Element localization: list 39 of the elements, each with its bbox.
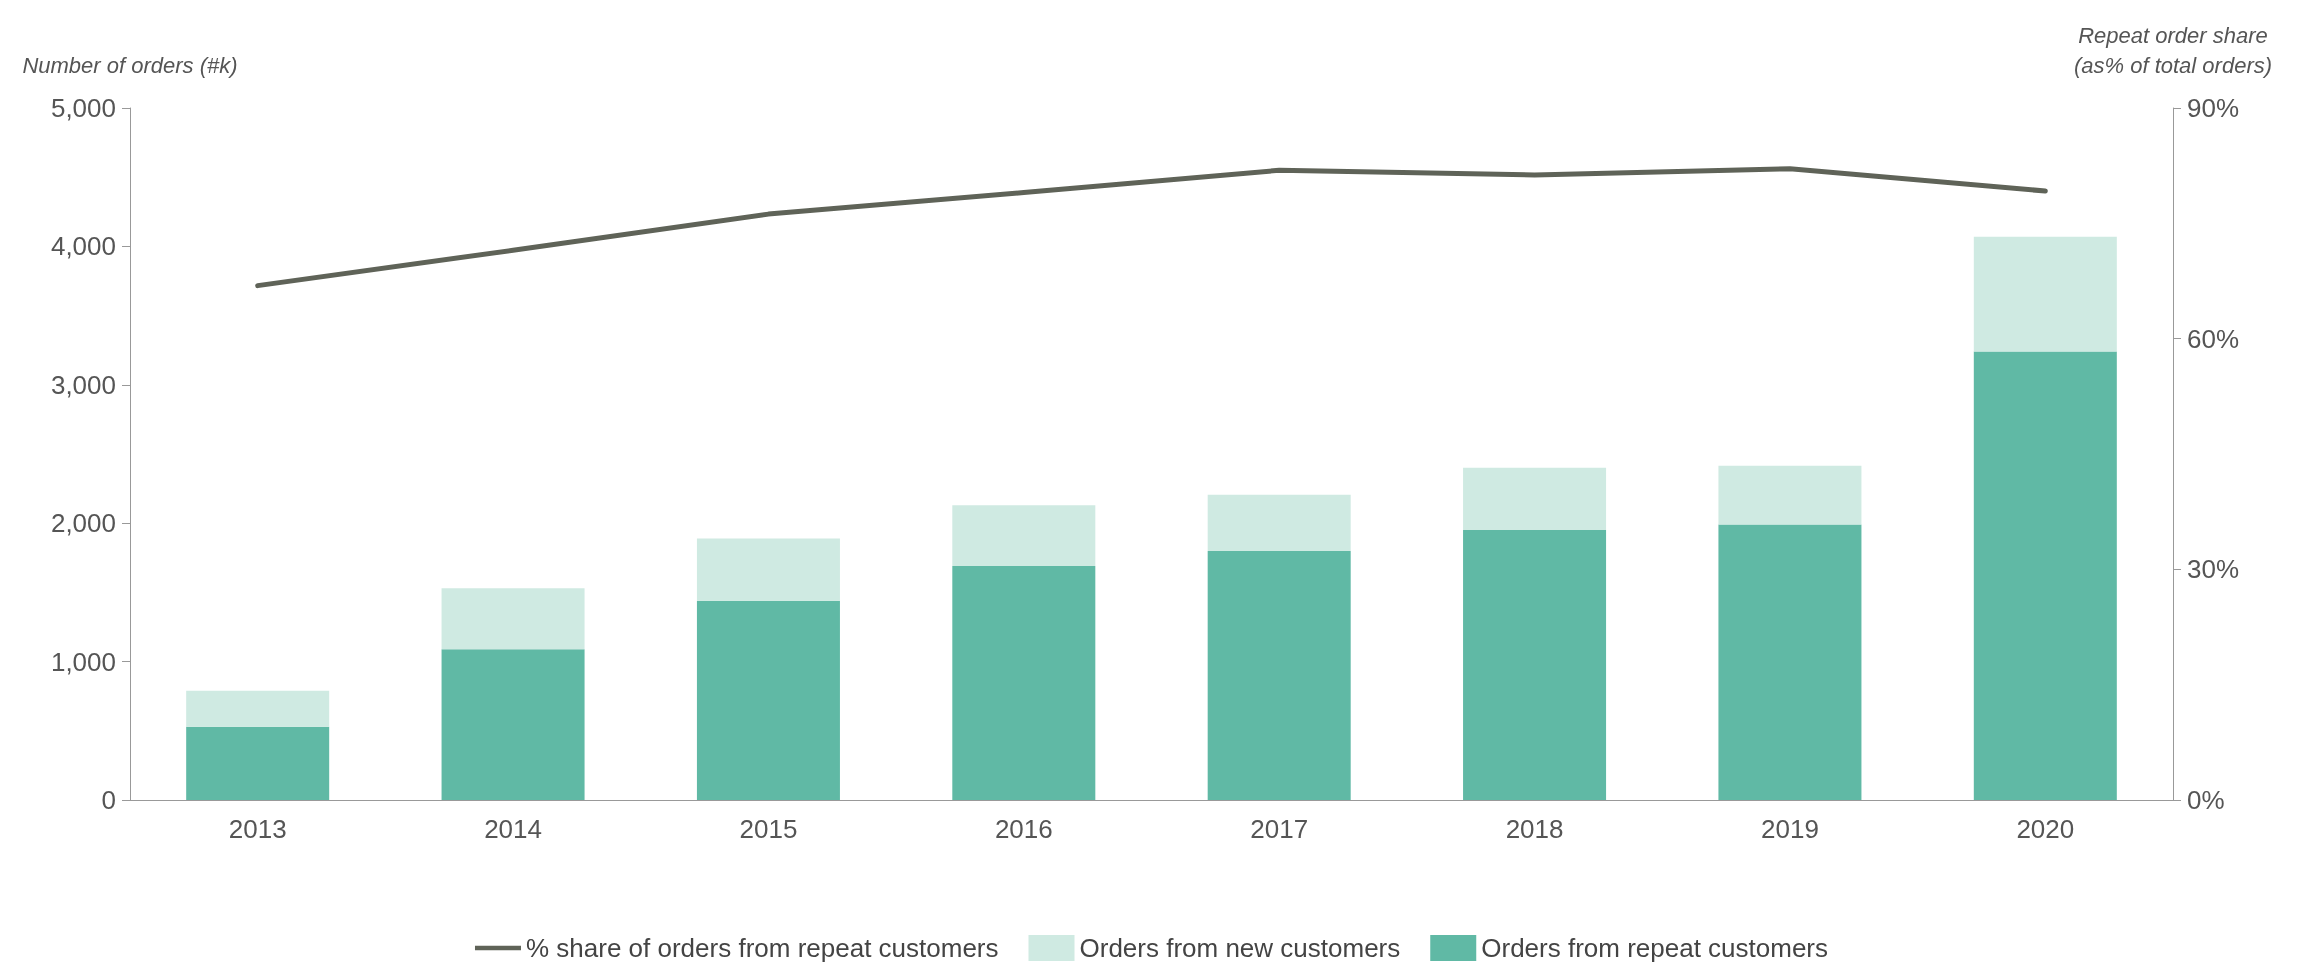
bar [696,538,840,601]
y-tick-label: 4,000 [50,231,116,262]
legend-label: Orders from new customers [1079,933,1401,963]
x-tick-label: 2014 [484,814,542,844]
bar [441,588,585,650]
x-tick-label: 2020 [2016,814,2075,844]
bar [1207,550,1351,800]
legend-label: Orders from repeat customers [1481,933,1829,963]
x-tick-label: 2016 [994,814,1053,844]
y2-axis-title: Repeat order share (as% of total orders) [2073,22,2273,78]
bar [441,649,585,800]
y2-tick-label: 0% [2187,785,2225,815]
legend-label: % share of orders from repeat customers [525,933,999,963]
y2-tick-label: 90% [2187,93,2240,123]
bar [1973,236,2117,352]
y-tick-label: 3,000 [50,369,116,400]
x-tick-label: 2019 [1761,814,1819,844]
y-axis-title: Number of orders (#k) [22,52,238,78]
y2-tick-label: 60% [2187,323,2240,354]
bar [1973,351,2117,800]
x-tick-label: 2018 [1505,814,1564,844]
bar [1463,467,1607,531]
x-tick-label: 2017 [1250,814,1309,844]
y-tick-label: 5,000 [50,93,116,123]
bar [952,566,1096,800]
bar [1718,465,1862,525]
bar [186,690,330,727]
bar [1207,494,1351,551]
y2-tick-label: 30% [2187,554,2240,585]
y-tick-label: 2,000 [50,508,116,539]
bar [696,600,840,800]
y-tick-label: 0 [101,785,116,815]
bar [1463,530,1607,800]
x-tick-label: 2013 [228,814,287,844]
x-tick-label: 2015 [739,814,798,844]
bar [952,505,1096,567]
bar [1718,524,1862,800]
bar [186,726,330,800]
y-tick-label: 1,000 [50,646,116,677]
